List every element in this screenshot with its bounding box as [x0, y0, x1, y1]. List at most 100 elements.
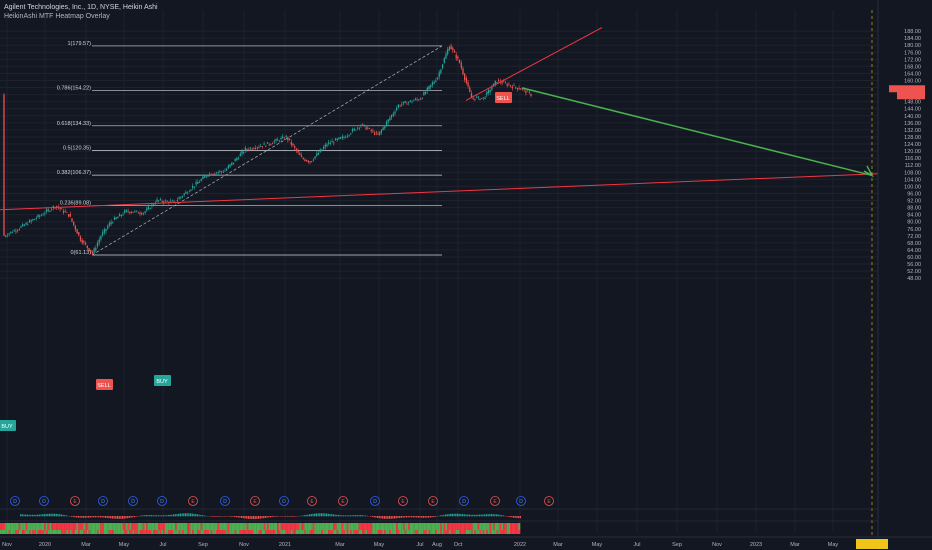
time-tick-label[interactable]: Oct: [454, 542, 463, 548]
indicator-title[interactable]: HeikinAshi MTF Heatmap Overlay: [4, 13, 110, 20]
time-tick-label[interactable]: Nov: [239, 542, 249, 548]
price-tick-label[interactable]: 172.00: [904, 57, 921, 63]
price-tick-label[interactable]: 76.00: [907, 227, 921, 233]
time-tick-label[interactable]: Jul: [416, 542, 423, 548]
time-tick-label[interactable]: Nov: [2, 542, 12, 548]
earnings-marker[interactable]: [307, 496, 317, 506]
arrowhead-icon[interactable]: [863, 165, 874, 178]
macd-pane[interactable]: [0, 508, 878, 520]
time-tick-label[interactable]: May: [828, 542, 839, 548]
time-tick-label[interactable]: Sep: [672, 542, 682, 548]
earnings-marker[interactable]: [250, 496, 260, 506]
macd-histogram-bar: [26, 514, 28, 517]
time-tick-label[interactable]: Sep: [198, 542, 208, 548]
price-tick-label[interactable]: 92.00: [907, 199, 921, 205]
time-tick-label[interactable]: 2022: [514, 542, 526, 548]
symbol-title[interactable]: Agilent Technologies, Inc., 1D, NYSE, He…: [4, 4, 158, 11]
price-tick-label[interactable]: 52.00: [907, 269, 921, 275]
price-tick-label[interactable]: 88.00: [907, 206, 921, 212]
dividend-marker[interactable]: [128, 496, 138, 506]
macd-histogram-bar: [499, 514, 501, 517]
macd-histogram-bar: [196, 514, 198, 517]
heatmap-cell-1d: [85, 530, 87, 534]
price-tick-label[interactable]: 116.00: [905, 156, 921, 162]
price-tick-label[interactable]: 56.00: [907, 262, 921, 268]
price-tick-label[interactable]: 184.00: [904, 36, 921, 42]
price-tick-label[interactable]: 108.00: [904, 170, 921, 176]
time-tick-label[interactable]: 2023: [750, 542, 762, 548]
price-tick-label[interactable]: 68.00: [907, 241, 921, 247]
candle-body: [25, 222, 27, 225]
dividend-marker[interactable]: [516, 496, 526, 506]
time-tick-label[interactable]: May: [592, 542, 603, 548]
projection-arrow[interactable]: [521, 87, 873, 177]
price-tick-label[interactable]: 48.00: [907, 276, 921, 282]
price-tick-label[interactable]: 64.00: [907, 248, 921, 254]
dividend-marker[interactable]: [459, 496, 469, 506]
price-tick-label[interactable]: 180.00: [904, 43, 921, 49]
candle-body: [243, 152, 245, 154]
price-tick-label[interactable]: 144.00: [904, 107, 921, 113]
earnings-marker[interactable]: [398, 496, 408, 506]
dividend-marker[interactable]: [10, 496, 20, 506]
earnings-marker[interactable]: [338, 496, 348, 506]
time-tick-label[interactable]: May: [374, 542, 385, 548]
dividend-marker[interactable]: [279, 496, 289, 506]
price-tick-label[interactable]: 60.00: [907, 255, 921, 261]
price-tick-label[interactable]: 168.00: [904, 64, 921, 70]
heatmap-pane[interactable]: [0, 520, 878, 534]
earnings-marker[interactable]: [70, 496, 80, 506]
time-tick-label[interactable]: Jul: [159, 542, 166, 548]
time-tick-label[interactable]: Mar: [790, 542, 800, 548]
earnings-marker[interactable]: [188, 496, 198, 506]
price-tick-label[interactable]: 96.00: [907, 191, 921, 197]
price-tick-label[interactable]: 148.00: [904, 100, 921, 106]
time-tick-label[interactable]: 2021: [279, 542, 291, 548]
heatmap-cell-1w: [175, 523, 177, 530]
time-tick-label[interactable]: 2020: [39, 542, 51, 548]
macd-histogram-bar: [25, 514, 27, 517]
price-tick-label[interactable]: 160.00: [904, 79, 921, 85]
price-tick-label[interactable]: 128.00: [904, 135, 921, 141]
price-tick-label[interactable]: 72.00: [907, 234, 921, 240]
dividend-marker[interactable]: [370, 496, 380, 506]
dividend-marker[interactable]: [157, 496, 167, 506]
price-tick-label[interactable]: 84.00: [907, 213, 921, 219]
price-tick-label[interactable]: 176.00: [904, 50, 921, 56]
price-axis[interactable]: 188.00184.00180.00176.00172.00168.00164.…: [877, 0, 932, 550]
time-tick-label[interactable]: May: [119, 542, 130, 548]
price-tick-label[interactable]: 136.00: [904, 121, 921, 127]
time-axis[interactable]: Nov 2020 Mar May Jul Sep Nov 2021 Mar May Jul Aug Oc…: [0, 536, 932, 550]
rising-channel-line[interactable]: [465, 27, 603, 101]
price-tick-label[interactable]: 188.00: [904, 29, 921, 35]
fib-trend-dashed-line[interactable]: [91, 45, 443, 256]
time-tick-label[interactable]: Mar: [553, 542, 563, 548]
time-tick-label[interactable]: Aug: [432, 542, 442, 548]
dividend-marker[interactable]: [98, 496, 108, 506]
time-tick-label[interactable]: Mar: [81, 542, 91, 548]
time-tick-label[interactable]: Mar: [335, 542, 345, 548]
earnings-marker[interactable]: [490, 496, 500, 506]
price-tick-label[interactable]: 132.00: [904, 128, 921, 134]
fib-retracement[interactable]: 1(179.57) 0.786(154.22) 0.618(134.33) 0.5(1…: [57, 41, 443, 256]
trend-drawings[interactable]: [0, 10, 879, 542]
dividend-marker[interactable]: [39, 496, 49, 506]
price-tick-label[interactable]: 140.00: [904, 114, 921, 120]
candle-body: [404, 101, 406, 103]
price-tick-label[interactable]: 104.00: [904, 177, 921, 183]
earnings-marker[interactable]: [544, 496, 554, 506]
time-tick-label[interactable]: Jul: [633, 542, 640, 548]
price-tick-label[interactable]: 124.00: [904, 142, 921, 148]
candle-body: [93, 248, 95, 253]
dividend-marker[interactable]: [220, 496, 230, 506]
long-trendline[interactable]: [0, 173, 879, 211]
price-tick-label[interactable]: 120.00: [904, 149, 921, 155]
price-tick-label[interactable]: 80.00: [907, 220, 921, 226]
earnings-marker[interactable]: [428, 496, 438, 506]
price-tick-label[interactable]: 112.00: [905, 163, 921, 169]
time-tick-label[interactable]: Nov: [712, 542, 722, 548]
price-tick-label[interactable]: 100.00: [904, 184, 921, 190]
price-tick-label[interactable]: 164.00: [904, 71, 921, 77]
